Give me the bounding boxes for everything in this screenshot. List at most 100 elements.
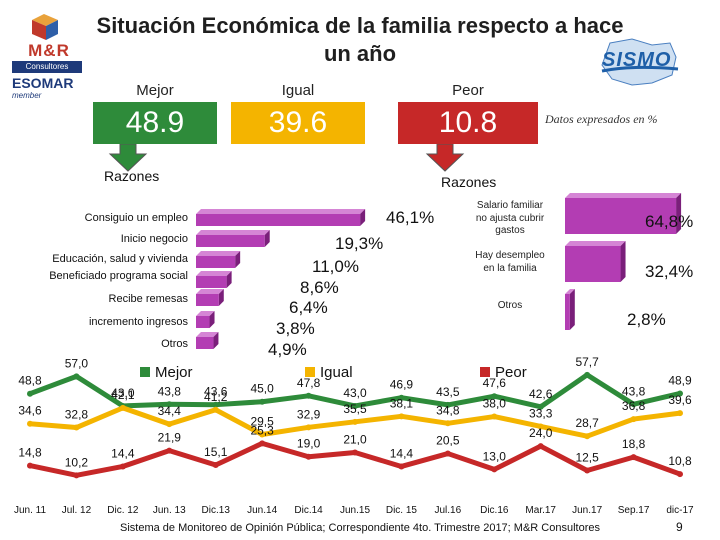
data-point <box>27 390 33 397</box>
mejor-bar <box>196 271 232 288</box>
data-point <box>212 406 219 413</box>
razones-mejor-label: Razones <box>104 168 160 184</box>
x-tick-label: Dic. 12 <box>107 505 139 516</box>
data-label: 47,6 <box>483 376 507 390</box>
legend-label-igual: Igual <box>320 364 353 381</box>
data-label: 34,8 <box>436 403 460 417</box>
page-number: 9 <box>676 520 683 534</box>
data-label: 42,6 <box>529 387 553 401</box>
data-point <box>27 462 33 469</box>
x-tick-label: Jun. 11 <box>14 505 46 516</box>
x-tick-label: Dic.16 <box>480 505 509 516</box>
data-label: 33,3 <box>529 406 553 420</box>
mejor-value-label: 8,6% <box>300 278 339 297</box>
data-label: 20,5 <box>436 434 460 448</box>
data-point <box>444 420 451 427</box>
mejor-cat-label: incremento ingresos <box>88 316 188 328</box>
data-label: 28,7 <box>575 416 599 430</box>
peor-bar <box>565 241 626 282</box>
data-label: 39,6 <box>668 393 692 407</box>
data-label: 14,4 <box>111 446 135 460</box>
mejor-cat-label: Recibe remesas <box>108 293 188 305</box>
logo-sismo-text: SISMO <box>602 49 672 71</box>
data-point <box>398 394 405 401</box>
data-point <box>491 393 498 400</box>
data-point <box>305 424 312 431</box>
data-label: 25,3 <box>250 423 274 437</box>
map-icon <box>601 38 679 86</box>
data-label: 18,8 <box>622 437 646 451</box>
x-tick-label: Jun.14 <box>247 505 277 516</box>
data-point <box>166 421 173 428</box>
data-point <box>27 420 33 427</box>
data-label: 34,6 <box>18 404 42 418</box>
data-point <box>166 447 173 454</box>
mejor-arrow-icon <box>108 144 148 172</box>
data-point <box>119 463 126 470</box>
legend-swatch-peor <box>480 367 490 377</box>
x-tick-label: Jul.16 <box>435 505 462 516</box>
mejor-value-label: 3,8% <box>276 319 315 338</box>
mejor-bar <box>196 311 215 328</box>
mejor-cat-label: Educación, salud y vivienda <box>52 253 188 265</box>
peor-bars-svg <box>565 193 682 330</box>
data-point <box>491 413 498 420</box>
data-point <box>630 401 637 408</box>
data-label: 46,9 <box>390 378 414 392</box>
data-point <box>73 424 80 431</box>
footer-text: Sistema de Monitoreo de Opinión Pública;… <box>120 522 600 534</box>
mejor-value-label: 6,4% <box>289 298 328 317</box>
data-label: 32,9 <box>297 407 321 421</box>
data-label: 38,0 <box>483 397 507 411</box>
mejor-bar <box>196 230 270 247</box>
data-label: 43,0 <box>111 386 135 400</box>
data-point <box>259 398 266 405</box>
data-label: 19,0 <box>297 437 321 451</box>
data-label: 32,8 <box>65 408 89 422</box>
mejor-bars-svg <box>196 209 366 349</box>
data-point <box>305 392 312 399</box>
x-tick-label: Jun.15 <box>340 505 370 516</box>
data-label: 14,8 <box>18 446 42 460</box>
data-label: 35,5 <box>343 402 367 416</box>
data-point <box>398 413 405 420</box>
data-point <box>677 410 683 417</box>
data-label: 21,0 <box>343 433 367 447</box>
data-label: 48,8 <box>18 374 42 388</box>
x-tick-label: Dic. 15 <box>386 505 418 516</box>
data-point <box>305 453 312 460</box>
trend-line-chart: 48,8 57,0 43,0 43,8 43,6 45,0 47,8 43,0 46,9 43,5… <box>14 355 694 516</box>
data-point <box>630 454 637 461</box>
data-label: 57,7 <box>575 355 599 369</box>
data-label: 41,2 <box>204 390 228 404</box>
x-tick-label: Mar.17 <box>525 505 556 516</box>
data-point <box>584 467 591 474</box>
data-point <box>398 463 405 470</box>
peor-value-label: 2,8% <box>627 310 666 329</box>
mejor-bar <box>196 289 224 306</box>
mejor-value-label: 46,1% <box>386 208 435 227</box>
razones-mejor-chart: Consiguio un empleo Inicio negocio Educa… <box>0 196 460 359</box>
legend-label-peor: Peor <box>495 364 527 381</box>
mejor-bar <box>196 332 219 349</box>
data-point <box>584 433 591 440</box>
page-title: Situación Económica de la familia respec… <box>96 13 624 66</box>
mejor-value-label: 11,0% <box>312 257 359 276</box>
data-label: 38,1 <box>390 396 414 410</box>
data-point <box>212 461 219 468</box>
x-tick-label: Jun.17 <box>572 505 602 516</box>
data-label: 45,0 <box>250 382 274 396</box>
data-point <box>677 471 683 478</box>
data-point <box>166 401 173 408</box>
mejor-cat-label: Otros <box>161 338 188 350</box>
mejor-cat-label: Inicio negocio <box>120 233 188 245</box>
data-point <box>491 466 498 473</box>
peor-cat-label: Otros <box>497 300 523 311</box>
igual-value-box: 39.6 <box>231 102 365 144</box>
data-label: 15,1 <box>204 445 228 459</box>
data-label: 24,0 <box>529 426 553 440</box>
data-point <box>630 416 637 423</box>
data-label: 10,8 <box>668 454 692 468</box>
igual-header: Igual <box>281 82 315 99</box>
data-note: Datos expresados en % <box>545 112 658 126</box>
